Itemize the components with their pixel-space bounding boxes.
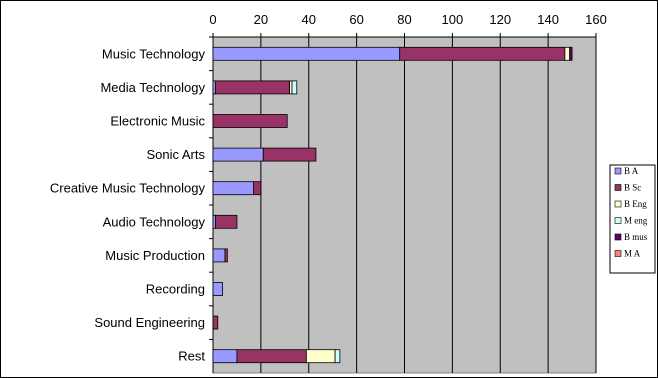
x-tick-label: 0 <box>209 12 216 27</box>
bar-segment <box>212 114 288 128</box>
category-label: Sonic Arts <box>146 147 205 162</box>
x-tick-label: 120 <box>489 12 511 27</box>
x-tick-label: 160 <box>585 12 607 27</box>
category-label: Media Technology <box>100 80 205 95</box>
x-tick-label: 100 <box>442 12 464 27</box>
x-tick-label: 20 <box>254 12 268 27</box>
legend-swatch <box>614 217 622 224</box>
bar-segment <box>212 46 401 61</box>
legend-swatch <box>614 200 622 208</box>
category-label: Audio Technology <box>103 214 206 229</box>
bar-segment <box>212 349 238 364</box>
bar-segment <box>212 282 223 296</box>
legend: B A B Sc B Eng M eng B mus M A <box>609 164 656 274</box>
category-label: Music Production <box>105 248 205 263</box>
bar-segment <box>236 349 307 364</box>
bar-segment <box>214 214 238 229</box>
bar-segment <box>212 248 226 263</box>
bars <box>212 46 573 364</box>
legend-label: M A <box>624 249 641 259</box>
x-tick-label: 60 <box>349 12 363 27</box>
bar-segment <box>399 46 566 61</box>
bar-segment <box>253 181 262 196</box>
bar-segment <box>212 315 219 330</box>
legend-swatch <box>614 233 622 241</box>
x-tick-label: 40 <box>302 12 316 27</box>
bar-segment <box>569 46 573 61</box>
bar-segment <box>212 147 264 162</box>
legend-label: B Sc <box>624 183 641 193</box>
category-label: Creative Music Technology <box>50 181 206 196</box>
x-axis: 0 20 40 60 80 100 120 140 160 <box>209 12 607 37</box>
bar-segment <box>334 349 341 364</box>
bar-segment <box>212 181 255 196</box>
x-tick-label: 80 <box>397 12 411 27</box>
legend-swatch <box>614 167 622 175</box>
y-axis: Music Technology Media Technology Electron… <box>50 36 213 364</box>
bar-segment <box>291 80 298 95</box>
category-label: Sound Engineering <box>94 315 205 330</box>
category-label: Electronic Music <box>110 114 205 129</box>
bar-segment <box>305 349 336 364</box>
legend-swatch <box>614 250 622 257</box>
legend-label: B Eng <box>624 199 647 209</box>
legend-label: B A <box>624 166 639 176</box>
bar-segment <box>262 147 317 162</box>
legend-label: B mus <box>624 232 648 242</box>
bar-segment <box>224 248 228 263</box>
bar-segment <box>564 46 571 61</box>
legend-swatch <box>614 184 622 191</box>
bar-segment <box>214 80 291 95</box>
x-tick-label: 140 <box>537 12 559 27</box>
category-label: Recording <box>146 282 205 297</box>
category-label: Rest <box>178 349 205 364</box>
legend-label: M eng <box>624 216 648 226</box>
category-label: Music Technology <box>102 46 206 61</box>
